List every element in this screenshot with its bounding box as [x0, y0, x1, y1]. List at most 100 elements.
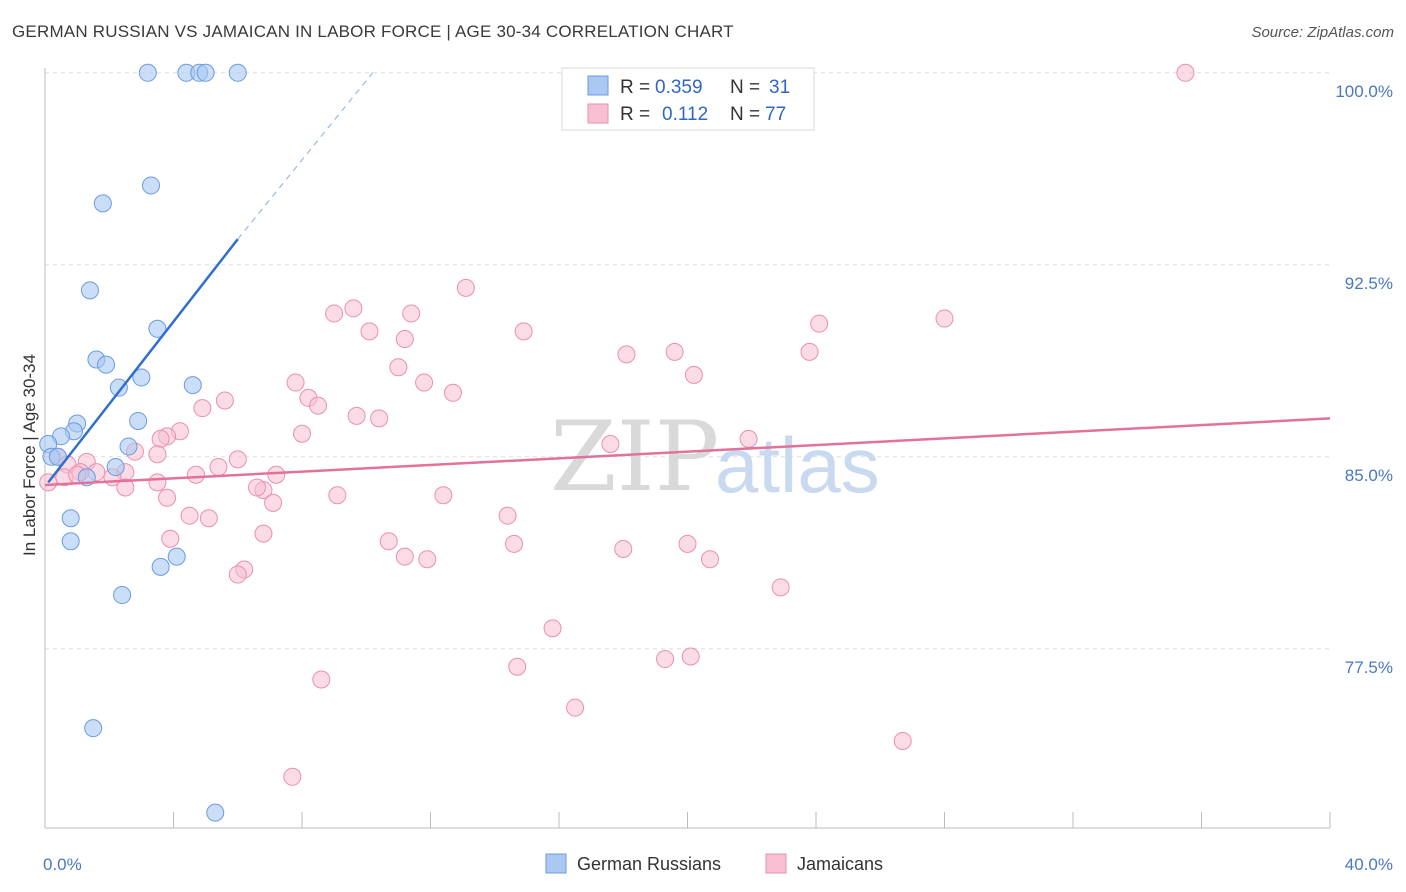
- point-german-russians-5: [142, 176, 161, 195]
- point-jamaicans-27: [151, 429, 170, 448]
- point-jamaicans-75: [893, 731, 912, 750]
- point-german-russians-0: [138, 63, 157, 82]
- bottom-legend-german-russians: German Russians: [577, 854, 721, 874]
- point-jamaicans-11: [665, 342, 684, 361]
- point-jamaicans-2: [344, 299, 363, 318]
- legend-r-label-1: R =: [620, 77, 650, 98]
- series-german-russians-points: [39, 63, 247, 822]
- point-jamaicans-68: [771, 578, 790, 597]
- point-jamaicans-58: [161, 529, 180, 548]
- point-jamaicans-3: [325, 304, 344, 323]
- point-jamaicans-10: [617, 345, 636, 364]
- point-jamaicans-4: [402, 304, 421, 323]
- point-german-russians-7: [80, 281, 99, 300]
- point-jamaicans-44: [186, 465, 205, 484]
- y-tick-label-2: 92.5%: [1345, 274, 1393, 293]
- point-german-russians-27: [151, 557, 170, 576]
- source-label: Source: ZipAtlas.com: [1251, 24, 1394, 41]
- x-tick-label-min: 0.0%: [43, 855, 82, 874]
- point-jamaicans-54: [498, 506, 517, 525]
- point-jamaicans-61: [678, 534, 697, 553]
- point-german-russians-26: [167, 547, 186, 566]
- y-tick-label-3: 100.0%: [1335, 82, 1393, 101]
- point-jamaicans-20: [309, 396, 328, 415]
- y-tick-labels: 77.5% 85.0% 92.5% 100.0%: [1335, 82, 1393, 677]
- trend-line-german-russians: [47, 238, 239, 484]
- point-jamaicans-8: [360, 322, 379, 341]
- point-jamaicans-71: [656, 650, 675, 669]
- point-jamaicans-47: [116, 478, 135, 497]
- series-jamaicans-points: [39, 63, 1195, 786]
- point-jamaicans-12: [800, 342, 819, 361]
- point-jamaicans-30: [148, 445, 167, 464]
- point-jamaicans-57: [254, 524, 273, 543]
- point-jamaicans-17: [443, 383, 462, 402]
- legend-swatch-pink: [587, 103, 609, 124]
- point-jamaicans-64: [418, 550, 437, 569]
- point-jamaicans-6: [935, 309, 954, 328]
- point-jamaicans-46: [148, 473, 167, 492]
- point-german-russians-13: [183, 376, 202, 395]
- legend-r-value-2: 0.112: [662, 104, 708, 125]
- point-jamaicans-74: [566, 698, 585, 717]
- point-jamaicans-5: [810, 314, 829, 333]
- point-jamaicans-70: [681, 647, 700, 666]
- legend-n-value-2: 77: [765, 104, 786, 125]
- point-jamaicans-40: [267, 465, 286, 484]
- point-german-russians-8: [148, 319, 167, 338]
- legend-r-label-2: R =: [620, 104, 650, 125]
- point-jamaicans-59: [379, 532, 398, 551]
- point-jamaicans-76: [283, 767, 302, 786]
- point-german-russians-22: [106, 458, 125, 477]
- point-jamaicans-0: [1176, 63, 1195, 82]
- point-german-russians-14: [129, 411, 148, 430]
- point-jamaicans-7: [514, 322, 533, 341]
- point-jamaicans-65: [700, 550, 719, 569]
- point-jamaicans-53: [264, 493, 283, 512]
- legend-n-label-1: N =: [730, 77, 760, 98]
- trend-line-jamaicans: [44, 417, 1331, 487]
- point-german-russians-24: [61, 509, 80, 528]
- point-german-russians-30: [206, 803, 225, 822]
- point-jamaicans-60: [505, 534, 524, 553]
- point-jamaicans-9: [395, 330, 414, 349]
- point-german-russians-11: [132, 368, 151, 387]
- y-axis-label: In Labor Force | Age 30-34: [20, 354, 39, 556]
- bottom-legend-swatch-pink: [765, 853, 787, 874]
- point-jamaicans-67: [228, 565, 247, 584]
- trend-lines: [44, 72, 1331, 487]
- point-jamaicans-16: [415, 373, 434, 392]
- point-jamaicans-50: [158, 488, 177, 507]
- point-german-russians-29: [84, 719, 103, 738]
- legend-swatch-blue: [587, 75, 609, 96]
- point-german-russians-4: [228, 63, 247, 82]
- legend-r-value-1: 0.359: [655, 77, 703, 98]
- point-german-russians-28: [113, 586, 132, 605]
- point-jamaicans-14: [684, 365, 703, 384]
- watermark-atlas: atlas: [715, 421, 880, 509]
- legend-n-label-2: N =: [730, 104, 760, 125]
- point-german-russians-6: [93, 194, 112, 213]
- point-jamaicans-51: [328, 486, 347, 505]
- point-german-russians-25: [61, 532, 80, 551]
- grid-lines: [45, 72, 1330, 650]
- point-german-russians-19: [119, 437, 138, 456]
- bottom-legend-jamaicans: Jamaicans: [797, 854, 883, 874]
- legend-n-value-1: 31: [769, 77, 790, 98]
- y-tick-label-0: 77.5%: [1345, 658, 1393, 677]
- x-tick-labels: 0.0% 40.0%: [43, 855, 1393, 874]
- point-jamaicans-23: [370, 409, 389, 428]
- point-jamaicans-15: [286, 373, 305, 392]
- point-jamaicans-52: [434, 486, 453, 505]
- point-jamaicans-29: [739, 429, 758, 448]
- point-jamaicans-72: [508, 657, 527, 676]
- point-jamaicans-73: [312, 670, 331, 689]
- point-jamaicans-69: [543, 619, 562, 638]
- x-tick-label-max: 40.0%: [1345, 855, 1393, 874]
- point-jamaicans-19: [215, 391, 234, 410]
- point-jamaicans-56: [199, 509, 218, 528]
- point-jamaicans-34: [228, 450, 247, 469]
- point-jamaicans-22: [347, 406, 366, 425]
- point-german-russians-10: [97, 355, 116, 374]
